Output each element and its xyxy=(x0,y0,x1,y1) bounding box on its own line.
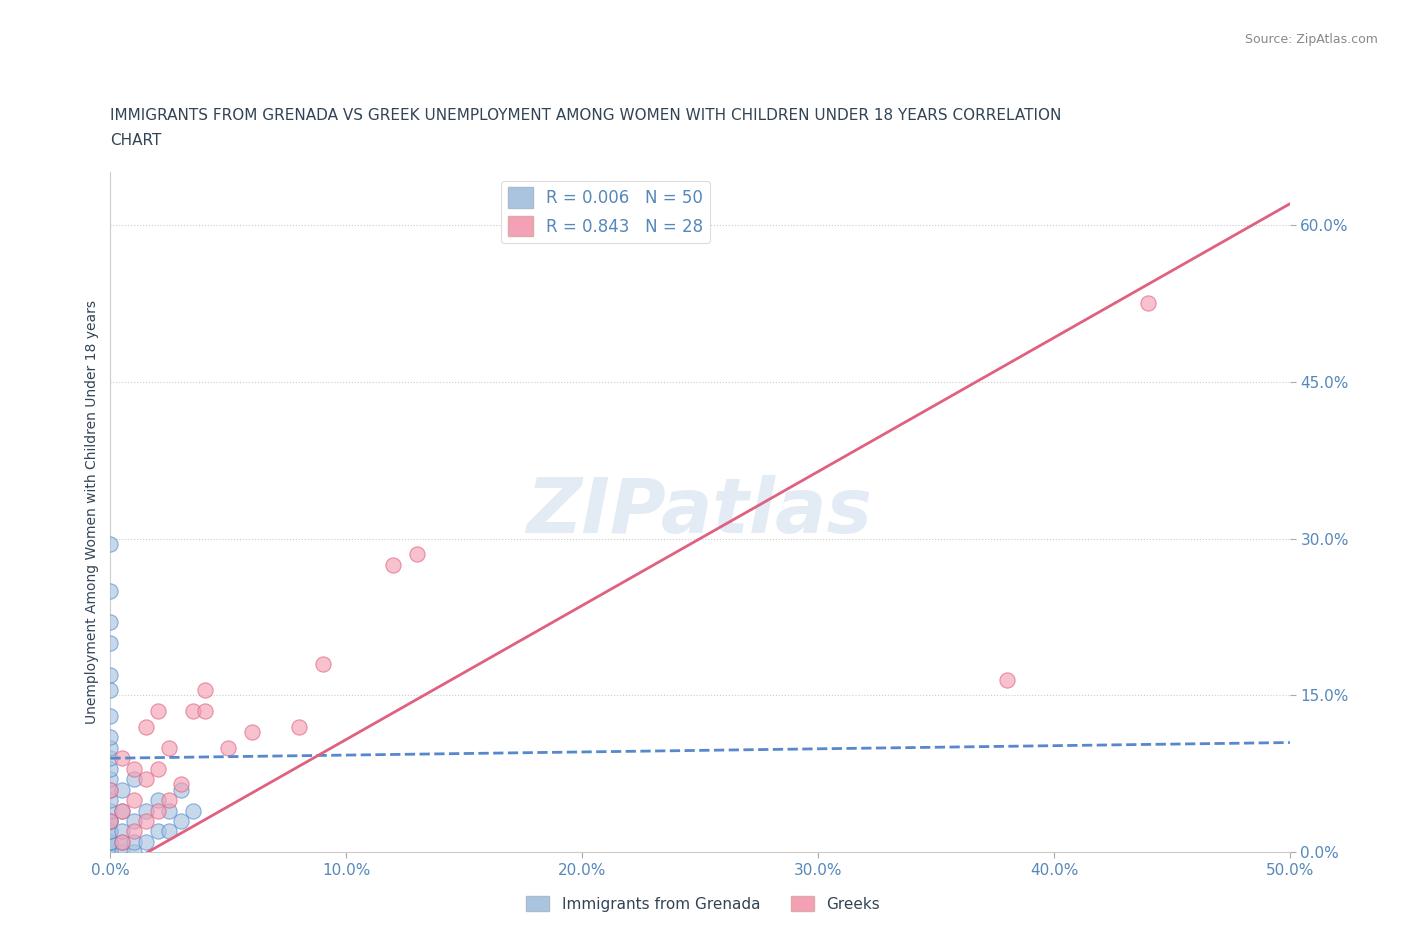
Point xyxy=(146,762,169,777)
Point xyxy=(135,720,157,735)
Point xyxy=(100,751,122,765)
Point xyxy=(100,792,122,807)
Point xyxy=(1137,296,1160,311)
Point xyxy=(100,636,122,651)
Point xyxy=(146,824,169,839)
Point xyxy=(100,683,122,698)
Point xyxy=(111,804,134,818)
Point xyxy=(100,615,122,630)
Point xyxy=(122,772,145,787)
Point xyxy=(100,740,122,755)
Point xyxy=(312,657,335,671)
Point xyxy=(146,792,169,807)
Point xyxy=(111,834,134,849)
Point xyxy=(100,762,122,777)
Point xyxy=(111,751,134,765)
Point xyxy=(406,547,429,562)
Point xyxy=(100,845,122,860)
Point xyxy=(100,845,122,860)
Legend: R = 0.006   N = 50, R = 0.843   N = 28: R = 0.006 N = 50, R = 0.843 N = 28 xyxy=(502,180,710,243)
Point xyxy=(100,834,122,849)
Point xyxy=(100,667,122,682)
Point xyxy=(157,824,180,839)
Point xyxy=(240,724,263,739)
Point xyxy=(194,683,217,698)
Point xyxy=(100,814,122,829)
Point xyxy=(100,845,122,860)
Y-axis label: Unemployment Among Women with Children Under 18 years: Unemployment Among Women with Children U… xyxy=(86,300,100,724)
Point xyxy=(100,782,122,797)
Point xyxy=(181,804,204,818)
Point xyxy=(170,782,193,797)
Point xyxy=(100,824,122,839)
Text: IMMIGRANTS FROM GRENADA VS GREEK UNEMPLOYMENT AMONG WOMEN WITH CHILDREN UNDER 18: IMMIGRANTS FROM GRENADA VS GREEK UNEMPLO… xyxy=(111,108,1062,148)
Point xyxy=(382,557,405,572)
Point xyxy=(157,804,180,818)
Point xyxy=(100,537,122,551)
Point xyxy=(111,804,134,818)
Point xyxy=(194,704,217,719)
Point xyxy=(135,814,157,829)
Point xyxy=(100,824,122,839)
Point xyxy=(181,704,204,719)
Point xyxy=(135,804,157,818)
Point xyxy=(146,804,169,818)
Point xyxy=(170,814,193,829)
Point xyxy=(111,824,134,839)
Point xyxy=(100,804,122,818)
Point xyxy=(146,704,169,719)
Point xyxy=(135,834,157,849)
Point xyxy=(157,740,180,755)
Point xyxy=(217,740,239,755)
Point xyxy=(100,583,122,598)
Point xyxy=(111,845,134,860)
Point xyxy=(100,772,122,787)
Point xyxy=(100,845,122,860)
Point xyxy=(122,814,145,829)
Point xyxy=(111,834,134,849)
Point xyxy=(122,824,145,839)
Legend: Immigrants from Grenada, Greeks: Immigrants from Grenada, Greeks xyxy=(520,889,886,918)
Point xyxy=(157,792,180,807)
Point xyxy=(100,814,122,829)
Point xyxy=(100,845,122,860)
Point xyxy=(122,762,145,777)
Text: Source: ZipAtlas.com: Source: ZipAtlas.com xyxy=(1244,33,1378,46)
Point xyxy=(100,730,122,745)
Point xyxy=(100,709,122,724)
Point xyxy=(122,845,145,860)
Point xyxy=(100,834,122,849)
Text: ZIPatlas: ZIPatlas xyxy=(527,475,873,550)
Point xyxy=(100,845,122,860)
Point xyxy=(100,845,122,860)
Point xyxy=(100,845,122,860)
Point xyxy=(122,834,145,849)
Point xyxy=(111,782,134,797)
Point xyxy=(122,792,145,807)
Point xyxy=(100,814,122,829)
Point xyxy=(135,772,157,787)
Point xyxy=(288,720,311,735)
Point xyxy=(995,672,1018,687)
Point xyxy=(100,845,122,860)
Point xyxy=(100,834,122,849)
Point xyxy=(100,845,122,860)
Point xyxy=(170,777,193,791)
Point xyxy=(100,782,122,797)
